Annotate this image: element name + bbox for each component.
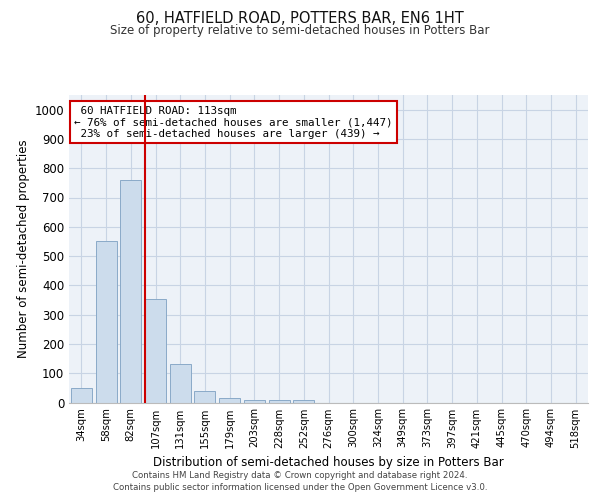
Bar bbox=[71, 388, 92, 402]
Text: Size of property relative to semi-detached houses in Potters Bar: Size of property relative to semi-detach… bbox=[110, 24, 490, 37]
Text: Contains HM Land Registry data © Crown copyright and database right 2024.
Contai: Contains HM Land Registry data © Crown c… bbox=[113, 471, 487, 492]
Text: 60, HATFIELD ROAD, POTTERS BAR, EN6 1HT: 60, HATFIELD ROAD, POTTERS BAR, EN6 1HT bbox=[136, 11, 464, 26]
Bar bbox=[219, 398, 240, 402]
X-axis label: Distribution of semi-detached houses by size in Potters Bar: Distribution of semi-detached houses by … bbox=[153, 456, 504, 469]
Bar bbox=[269, 400, 290, 402]
Bar bbox=[194, 392, 215, 402]
Bar bbox=[170, 364, 191, 403]
Text: 60 HATFIELD ROAD: 113sqm
← 76% of semi-detached houses are smaller (1,447)
 23% : 60 HATFIELD ROAD: 113sqm ← 76% of semi-d… bbox=[74, 106, 392, 139]
Bar bbox=[145, 298, 166, 403]
Bar bbox=[293, 400, 314, 402]
Bar bbox=[244, 400, 265, 402]
Y-axis label: Number of semi-detached properties: Number of semi-detached properties bbox=[17, 140, 31, 358]
Bar bbox=[120, 180, 141, 402]
Bar bbox=[95, 242, 116, 402]
